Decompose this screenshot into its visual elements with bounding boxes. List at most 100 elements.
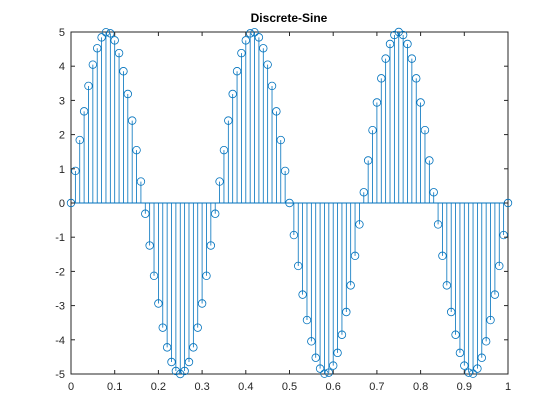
stem-marker [71,166,80,176]
y-tick-label: 3 [59,95,65,107]
stem-marker [184,357,194,367]
stem-marker [110,36,119,45]
y-tick-label: -1 [55,232,65,244]
x-tick-label: 0.7 [369,381,384,393]
stem-marker [307,337,316,346]
stem-marker [398,30,408,40]
stem-marker [324,368,334,377]
x-tick-label: 0.2 [151,381,166,393]
stem-marker [377,74,386,83]
stem-marker [97,33,106,42]
stem-marker [438,251,447,261]
stem-marker [180,366,189,376]
stem-marker [228,89,237,99]
stem-marker [114,48,124,58]
stem-marker [294,261,303,271]
stem-marker [350,251,360,261]
stem-marker [298,290,307,299]
stem-marker [329,361,338,370]
y-tick-label: 4 [59,61,65,73]
y-tick-label: -2 [55,266,65,278]
stem-marker [176,369,185,379]
stem-marker [311,353,320,362]
stem-marker [211,209,220,218]
stem-marker [241,36,250,45]
stem-marker [315,364,325,373]
stem-marker [119,67,128,76]
stem-marker [486,315,495,325]
stem-marker [285,198,294,208]
y-tick-label: -4 [55,335,65,347]
x-tick-label: 0.3 [194,381,209,393]
stem-marker [495,261,504,271]
stem-marker [359,188,368,197]
stem-marker [442,281,452,290]
stem-marker [88,60,98,69]
stem-marker [460,361,469,370]
stem-marker [237,48,246,58]
stem-marker [75,135,84,145]
stem-marker [158,323,167,332]
y-tick-label: -5 [55,369,65,381]
stem-marker [250,28,259,37]
stem-marker [245,29,255,38]
x-tick-label: 0.1 [107,381,122,393]
stem-marker [219,145,229,155]
stem-marker [420,125,430,135]
stem-marker [446,307,456,317]
x-tick-label: 1 [505,381,511,393]
stem-marker [394,27,403,37]
stem-marker [259,44,268,53]
stem-marker [167,357,176,367]
stem-marker [407,54,417,63]
stem-marker [433,220,443,229]
stem-marker [289,230,299,240]
stem-marker [127,116,137,125]
stem-marker [202,271,211,281]
stem-marker [123,89,133,99]
stem-marker [429,188,438,197]
stem-marker [412,74,421,83]
stem-marker [381,54,390,63]
stem-marker [355,220,364,229]
y-tick-label: 1 [59,164,65,176]
stem-marker [101,28,111,37]
stem-marker [154,299,163,308]
x-tick-label: 0.8 [413,381,428,393]
y-tick-label: 0 [59,198,65,210]
stem-marker [477,353,486,362]
stem-marker [499,230,508,240]
stem-marker [481,337,491,346]
y-tick-label: 2 [59,130,65,142]
x-tick-label: 0.5 [282,381,297,393]
stem-marker [84,81,93,91]
stem-marker [464,368,473,377]
y-tick-label: 5 [59,27,65,39]
stem-marker [272,107,281,116]
stem-marker [193,323,202,332]
x-tick-label: 0.4 [238,381,253,393]
stem-marker [320,369,329,378]
stem-marker [363,156,373,165]
x-tick-label: 0.6 [326,381,341,393]
stem-marker [473,364,482,373]
stem-marker [215,177,224,186]
stem-marker [136,177,146,186]
stem-marker [342,307,351,317]
stem-marker [171,366,181,376]
x-tick-label: 0 [68,381,74,393]
stem-marker [451,330,460,339]
stem-marker [93,44,102,53]
stem-marker [337,330,347,339]
stem-marker [206,241,216,250]
stem-marker [302,315,312,325]
stem-marker [490,290,500,299]
stem-marker [149,271,159,281]
stem-marker [372,98,382,107]
stem-marker [232,67,242,76]
stem-marker [276,135,285,145]
stem-marker [425,156,434,165]
stem-series [66,27,513,379]
stem-marker [333,348,342,358]
